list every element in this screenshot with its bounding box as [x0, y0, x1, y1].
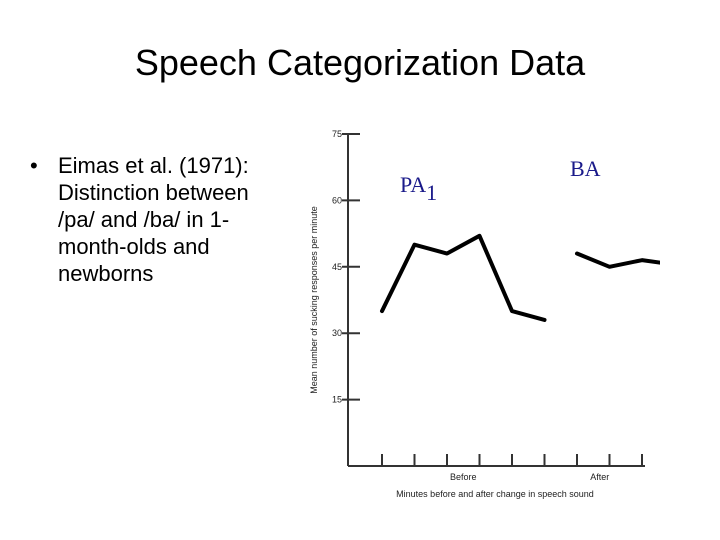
bullet-dot: •: [30, 153, 38, 178]
bullet-text: Eimas et al. (1971): Distinction between…: [58, 153, 249, 286]
data-point-pa1-4: [477, 234, 482, 238]
y-tick-label-45: 45: [332, 262, 342, 272]
chart-ticks: 15 30 45 60 75: [332, 129, 643, 466]
data-point-ba-9: [640, 258, 644, 262]
data-point-pa1-1: [380, 309, 384, 313]
chart-axes: [347, 134, 645, 467]
y-tick-label-15: 15: [332, 395, 342, 405]
x-group-label-before: Before: [450, 472, 477, 482]
series-label-ba: BA: [570, 156, 601, 181]
series-label-pa1: PA1: [400, 172, 437, 205]
y-tick-label-60: 60: [332, 195, 342, 205]
chart-lines: [380, 233, 660, 322]
y-axis-label: Mean number of sucking responses per min…: [309, 206, 319, 394]
data-point-pa1-3: [445, 251, 449, 256]
y-tick-label-75: 75: [332, 129, 342, 139]
series-line-ba: [575, 251, 660, 269]
x-group-label-after: After: [590, 472, 609, 482]
data-point-ba-8: [607, 265, 612, 269]
slide-title: Speech Categorization Data: [134, 42, 586, 83]
x-axis-label: Minutes before and after change in speec…: [396, 489, 594, 499]
data-point-pa1-5: [510, 309, 514, 313]
chart-labels: PA1 BA Before After Minutes before and after…: [309, 156, 609, 499]
data-point-pa1-6: [542, 318, 547, 322]
bullet-item: • Eimas et al. (1971): Distinction betwe…: [30, 152, 300, 287]
series-line-pa1: [380, 233, 547, 322]
chart-svg: 15 30 45 60 75 PA1 BA Before After Minutes befor…: [309, 129, 660, 499]
series-label-pa1-main: PA: [400, 172, 426, 197]
sucking-rate-chart: 15 30 45 60 75 PA1 BA Before After Minutes befor…: [300, 120, 660, 520]
data-point-pa1-2: [412, 243, 417, 247]
y-tick-label-30: 30: [332, 328, 342, 338]
data-point-ba-7: [575, 251, 579, 256]
series-label-pa1-sub: 1: [426, 180, 437, 205]
